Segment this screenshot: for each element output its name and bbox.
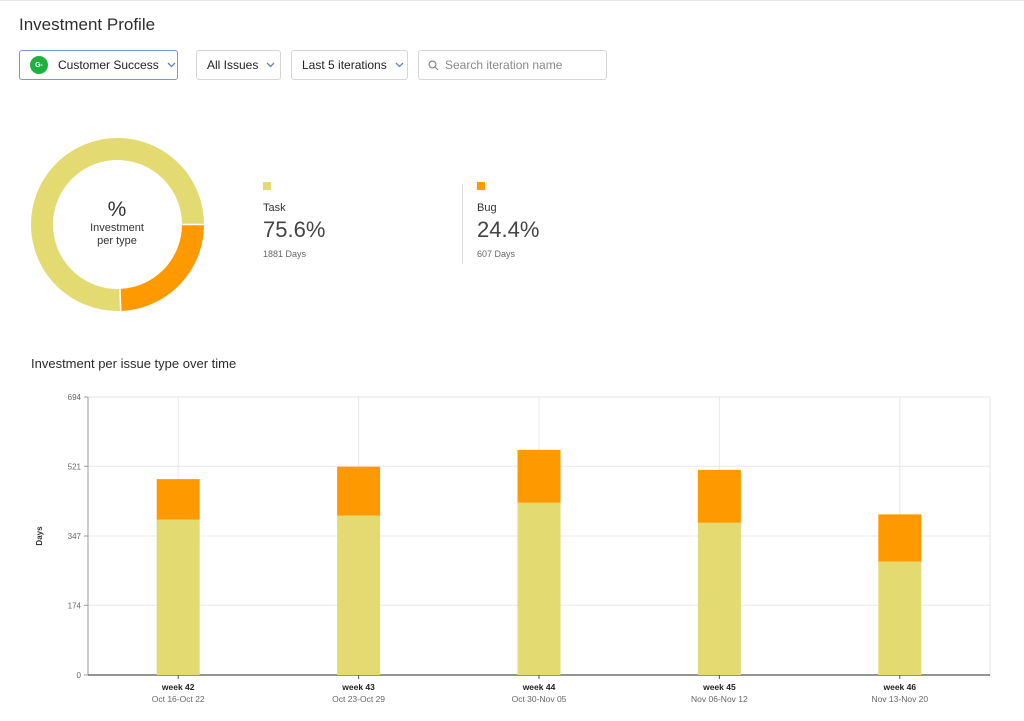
task-color-swatch [263, 182, 271, 190]
donut-label-line1: Investment [90, 222, 144, 234]
stat-bug-percent: 24.4% [477, 217, 540, 242]
bar-task-week-46[interactable] [878, 561, 922, 675]
stat-bug-name: Bug [477, 202, 497, 214]
bar-bug-week-45[interactable] [697, 469, 741, 523]
x-tick-date-label: Oct 23-Oct 29 [332, 694, 385, 704]
chevron-down-icon [395, 62, 404, 68]
donut-center-label: % Investment per type [57, 198, 177, 248]
bar-task-week-44[interactable] [517, 502, 561, 675]
x-tick-label: week 45 [702, 682, 736, 692]
iterations-filter-label: Last 5 iterations [302, 58, 387, 72]
stat-divider [462, 184, 463, 264]
x-tick-date-label: Nov 06-Nov 12 [691, 694, 748, 704]
stat-bug: Bug 24.4% 607 Days [477, 182, 539, 259]
y-tick-label: 174 [68, 601, 82, 610]
x-tick-label: week 42 [161, 682, 195, 692]
x-tick-date-label: Oct 16-Oct 22 [152, 694, 205, 704]
chevron-down-icon [167, 62, 176, 68]
bar-bug-week-42[interactable] [156, 479, 200, 520]
search-icon [428, 59, 439, 71]
x-tick-label: week 44 [522, 682, 556, 692]
stat-task-name: Task [263, 202, 286, 214]
stat-task-days: 1881 Days [263, 249, 307, 259]
bar-bug-week-46[interactable] [878, 514, 922, 562]
y-tick-label: 0 [77, 671, 82, 680]
investment-over-time-chart: 0 174 347 521 694 Days week 42 Oct 16-Oct 22 wee… [35, 393, 991, 704]
x-tick-date-label: Oct 30-Nov 05 [512, 694, 567, 704]
bar-task-week-43[interactable] [337, 515, 381, 675]
team-filter-dropdown[interactable]: G- Customer Success [19, 50, 178, 80]
donut-separator [119, 288, 122, 311]
chart-title: Investment per issue type over time [31, 356, 237, 371]
issues-filter-label: All Issues [207, 58, 259, 72]
y-tick-label: 694 [68, 393, 82, 402]
page-title: Investment Profile [19, 15, 156, 34]
y-axis-label: Days [35, 526, 44, 546]
search-input[interactable] [445, 58, 595, 72]
bar-bug-week-44[interactable] [517, 449, 561, 503]
bar-bug-week-43[interactable] [337, 466, 381, 516]
top-divider [0, 0, 1024, 1]
y-tick-label: 347 [68, 532, 82, 541]
y-tick-label: 521 [68, 462, 82, 471]
team-avatar: G- [30, 56, 48, 74]
stat-task: Task 75.6% 1881 Days [263, 182, 325, 259]
stat-task-percent: 75.6% [263, 217, 326, 242]
bug-color-swatch [477, 182, 485, 190]
donut-percent-symbol: % [107, 198, 127, 221]
issues-filter-dropdown[interactable]: All Issues [196, 50, 281, 80]
donut-label-line2: per type [97, 235, 137, 247]
team-filter-label: Customer Success [58, 58, 159, 72]
x-tick-label: week 46 [882, 682, 916, 692]
bar-task-week-42[interactable] [156, 519, 200, 675]
chevron-down-icon [266, 62, 275, 68]
stat-bug-days: 607 Days [477, 249, 516, 259]
bar-task-week-45[interactable] [697, 522, 741, 675]
x-tick-label: week 43 [341, 682, 375, 692]
iterations-filter-dropdown[interactable]: Last 5 iterations [291, 50, 408, 80]
x-tick-date-label: Nov 13-Nov 20 [871, 694, 928, 704]
investment-donut-chart [31, 138, 204, 311]
iteration-search-box[interactable] [418, 50, 607, 80]
